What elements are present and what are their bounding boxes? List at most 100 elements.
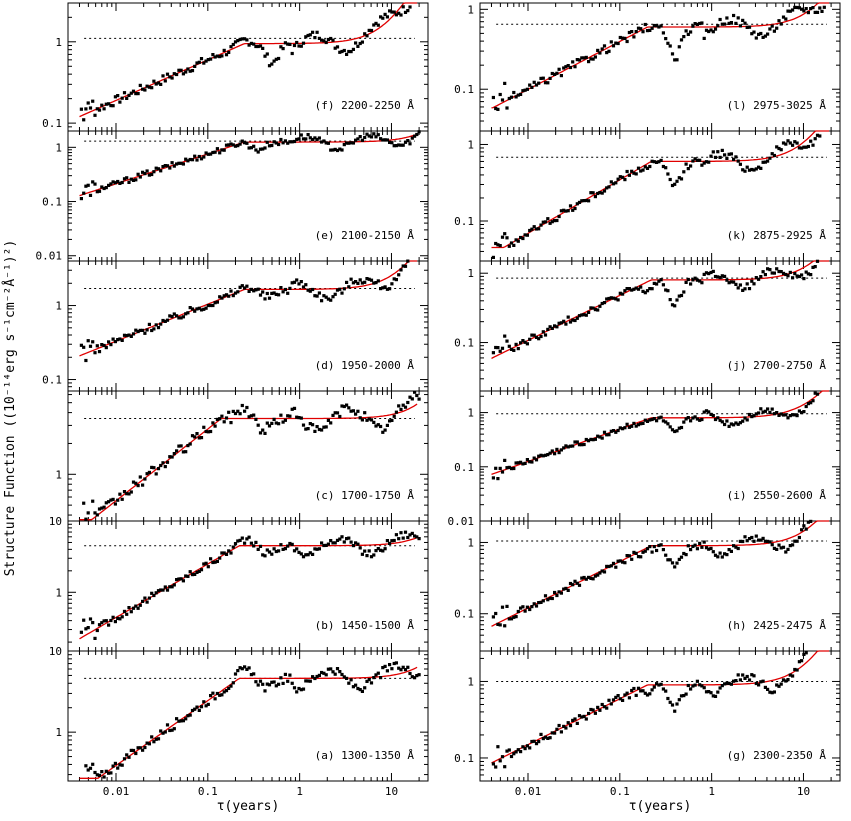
data-point [802,145,806,149]
data-point [374,281,378,285]
data-point [247,43,251,47]
data-point [693,683,697,687]
data-point [317,291,321,295]
panel-b: 110(b) 1450-1500 Å [49,515,429,652]
data-point [614,181,618,185]
data-point [768,410,772,415]
data-point [247,146,251,150]
data-point [113,340,117,344]
data-point [693,22,697,26]
data-point [643,418,647,422]
data-point [802,524,806,528]
data-point [313,294,317,298]
data-point [657,683,661,687]
data-point [571,60,575,64]
data-point [514,461,518,465]
data-point [795,5,799,10]
data-point [107,340,111,344]
data-point [516,347,520,351]
data-point [374,21,378,25]
data-point [668,298,672,302]
data-point [88,344,93,348]
data-point [138,746,142,750]
data-point [553,452,557,456]
data-point [648,545,652,549]
data-point [188,570,192,574]
data-point [188,713,192,717]
data-point [575,440,579,444]
data-point [568,724,573,728]
data-point [329,298,333,302]
data-point [290,542,294,546]
data-point [734,155,738,159]
data-point [575,721,579,725]
data-point [781,545,786,549]
panel-label: (d) 1950-2000 Å [315,359,415,372]
data-point [240,536,244,540]
data-point [131,606,136,610]
data-point [399,407,403,411]
data-point [661,419,665,423]
data-point [582,199,586,203]
data-point [177,577,181,581]
y-tick-label: 1 [55,300,62,313]
data-point [100,770,104,774]
data-point [791,674,795,678]
data-point [308,551,312,555]
data-point [732,544,736,548]
data-point [689,419,693,423]
data-point [261,290,265,294]
data-point [498,466,502,470]
data-point [736,422,740,426]
data-point [206,430,210,434]
data-point [202,700,206,704]
data-point [163,79,167,83]
data-point [695,417,699,421]
data-point [354,41,358,45]
data-point [666,41,670,45]
data-point [401,536,405,540]
data-point [788,9,792,13]
data-point [548,736,552,740]
data-point [534,83,539,87]
data-point [741,18,745,22]
x-tick-label: 0.1 [198,785,218,798]
data-point [326,297,330,301]
data-point [491,762,495,766]
data-point [231,42,235,47]
data-point [125,753,129,757]
data-point [693,415,697,419]
data-point [496,346,500,350]
data-point [220,414,224,418]
data-point [156,737,161,741]
data-point [682,694,686,698]
data-point [129,334,133,338]
data-point [750,167,754,172]
data-point [591,438,595,442]
data-point [383,12,387,16]
data-point [109,104,113,108]
data-point [274,141,278,145]
data-point [342,143,346,147]
data-point [786,274,790,278]
data-point [668,44,672,48]
data-point [741,168,745,172]
data-point [546,217,550,221]
data-point [315,137,319,142]
data-point [84,184,88,188]
data-point [413,134,417,138]
data-point [313,136,317,140]
data-point [190,158,195,162]
data-point [711,269,715,273]
data-point [324,295,328,299]
data-point [193,309,197,313]
data-point [374,135,378,139]
data-point [195,705,199,709]
data-point [145,328,149,332]
data-point [777,19,781,23]
data-point [136,92,140,96]
data-point [263,297,267,301]
data-point [95,773,99,777]
data-point [675,298,679,302]
data-point [639,169,643,173]
